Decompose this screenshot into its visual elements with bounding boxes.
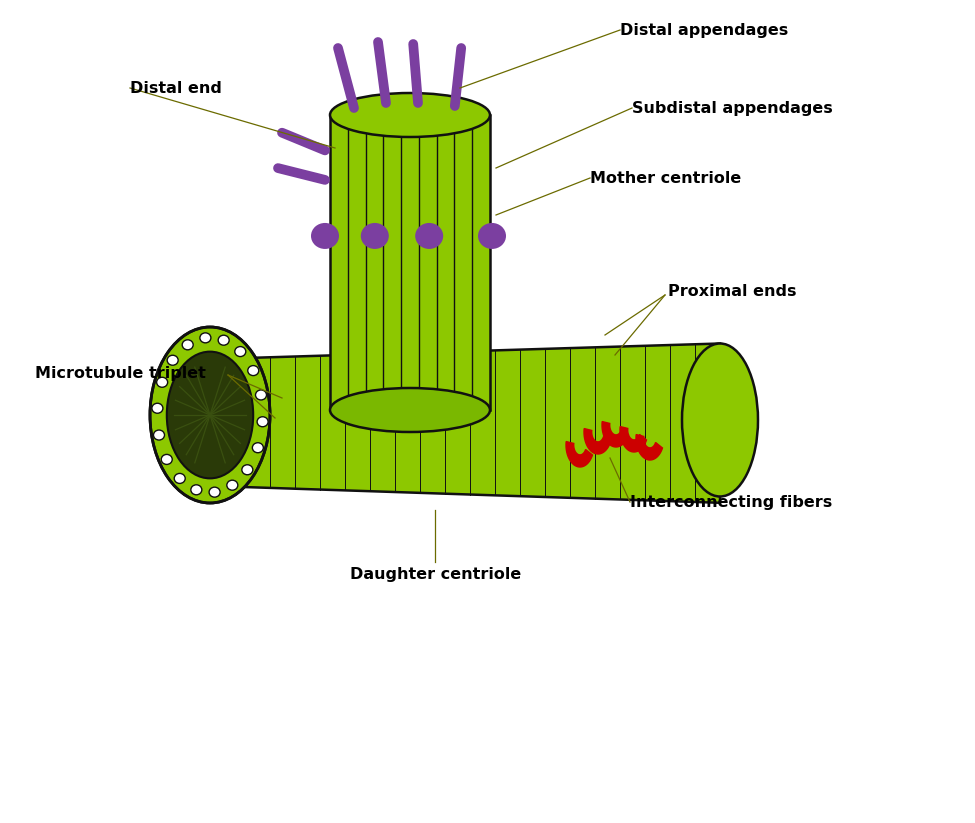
Ellipse shape — [167, 356, 178, 365]
Ellipse shape — [248, 365, 258, 375]
Bar — [330, 115, 490, 410]
Ellipse shape — [200, 332, 211, 343]
Ellipse shape — [227, 480, 238, 491]
Ellipse shape — [175, 473, 185, 483]
Ellipse shape — [415, 223, 444, 249]
Ellipse shape — [152, 403, 163, 413]
Polygon shape — [620, 426, 646, 452]
Text: Distal end: Distal end — [130, 81, 222, 95]
Ellipse shape — [253, 443, 263, 453]
Ellipse shape — [167, 351, 254, 478]
Ellipse shape — [478, 223, 506, 249]
Polygon shape — [566, 442, 593, 467]
Ellipse shape — [235, 346, 246, 356]
Ellipse shape — [182, 340, 193, 350]
Text: Proximal ends: Proximal ends — [668, 285, 797, 300]
Ellipse shape — [361, 223, 389, 249]
Ellipse shape — [161, 454, 173, 464]
Text: Microtubule triplet: Microtubule triplet — [35, 365, 206, 380]
Ellipse shape — [255, 390, 266, 400]
Text: Subdistal appendages: Subdistal appendages — [632, 100, 833, 115]
Ellipse shape — [682, 343, 758, 496]
Polygon shape — [220, 343, 720, 503]
Text: Mother centriole: Mother centriole — [590, 170, 741, 185]
Polygon shape — [636, 435, 662, 460]
Ellipse shape — [257, 416, 268, 427]
Ellipse shape — [330, 93, 490, 137]
Polygon shape — [602, 421, 629, 447]
Ellipse shape — [330, 388, 490, 432]
Ellipse shape — [311, 223, 339, 249]
Text: Daughter centriole: Daughter centriole — [350, 568, 522, 583]
Ellipse shape — [209, 487, 220, 497]
Ellipse shape — [157, 377, 168, 388]
Ellipse shape — [191, 485, 202, 495]
Ellipse shape — [150, 327, 270, 503]
Text: Interconnecting fibers: Interconnecting fibers — [630, 495, 833, 509]
Ellipse shape — [153, 430, 165, 440]
Ellipse shape — [242, 465, 253, 475]
Polygon shape — [584, 429, 610, 454]
Ellipse shape — [218, 335, 229, 345]
Text: Distal appendages: Distal appendages — [620, 22, 788, 38]
